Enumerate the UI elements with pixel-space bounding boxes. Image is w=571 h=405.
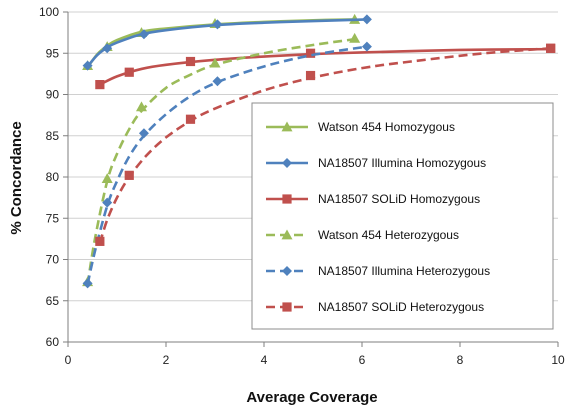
series-line — [86, 18, 367, 68]
legend-item-1: Watson 454 Homozygous — [266, 120, 455, 134]
legend-label: NA18507 SOLiD Homozygous — [318, 192, 480, 206]
series-line — [98, 47, 551, 244]
data-point — [361, 41, 372, 52]
data-point — [124, 170, 134, 180]
legend-item-2: NA18507 Illumina Homozygous — [266, 156, 486, 170]
legend-swatch-marker — [281, 121, 293, 132]
data-point — [95, 236, 105, 246]
data-point — [212, 76, 223, 87]
data-point — [349, 32, 361, 43]
axes — [63, 11, 559, 347]
data-point — [101, 173, 113, 184]
data-point — [136, 101, 147, 112]
legend-label: Watson 454 Heterozygous — [318, 228, 459, 242]
legend-item-4: Watson 454 Heterozygous — [266, 228, 459, 242]
series-2 — [82, 14, 372, 71]
series-line — [99, 47, 551, 86]
legend-label: Watson 454 Homozygous — [318, 120, 455, 134]
plot-area-series — [82, 13, 556, 289]
legend: Watson 454 Homozygous NA18507 Illumina Ho… — [251, 102, 554, 330]
tick-labels: 60 65 70 75 80 85 90 95 100 0 2 4 6 8 10 — [39, 5, 565, 367]
series-line — [86, 45, 368, 285]
x-tick-label: 0 — [65, 353, 72, 367]
legend-swatch-marker — [282, 194, 292, 204]
data-point — [102, 43, 113, 54]
series-4 — [82, 32, 361, 287]
legend-label: NA18507 SOLiD Heterozygous — [318, 300, 484, 314]
data-point — [361, 14, 372, 25]
series-line — [86, 37, 355, 285]
y-tick-label: 80 — [46, 170, 60, 184]
y-tick-label: 85 — [46, 129, 60, 143]
legend-swatch-marker — [282, 302, 292, 312]
data-point — [95, 80, 105, 90]
data-point — [185, 114, 196, 124]
data-point — [82, 60, 93, 71]
legend-swatch-marker — [282, 266, 292, 276]
data-point — [138, 29, 149, 40]
y-tick-label: 75 — [46, 211, 60, 225]
y-tick-label: 70 — [46, 253, 60, 267]
legend-swatch-marker — [281, 229, 293, 240]
y-axis-title: % Concordance — [8, 121, 25, 234]
y-tick-label: 95 — [46, 46, 60, 60]
data-point — [546, 43, 556, 53]
data-point — [305, 70, 316, 81]
data-point — [209, 57, 221, 68]
data-point — [124, 67, 134, 77]
x-axis-title: Average Coverage — [246, 389, 377, 405]
series-3 — [95, 43, 556, 90]
y-tick-label: 90 — [46, 88, 60, 102]
x-tick-label: 4 — [261, 353, 268, 367]
x-tick-label: 10 — [551, 353, 565, 367]
legend-label: NA18507 Illumina Heterozygous — [318, 264, 490, 278]
data-point — [82, 278, 93, 289]
x-tick-label: 8 — [457, 353, 464, 367]
y-tick-label: 65 — [46, 294, 60, 308]
data-point — [305, 48, 316, 58]
series-5 — [82, 41, 372, 289]
y-tick-label: 60 — [46, 335, 60, 349]
legend-swatch-marker — [282, 158, 292, 168]
legend-box — [251, 102, 554, 330]
x-tick-label: 2 — [163, 353, 170, 367]
legend-item-5: NA18507 Illumina Heterozygous — [266, 264, 490, 278]
legend-item-6: NA18507 SOLiD Heterozygous — [266, 300, 484, 314]
series-1 — [82, 13, 361, 71]
legend-label: NA18507 Illumina Homozygous — [318, 156, 486, 170]
y-tick-label: 100 — [39, 5, 59, 19]
x-tick-label: 6 — [359, 353, 366, 367]
data-point — [102, 197, 113, 208]
legend-item-3: NA18507 SOLiD Homozygous — [266, 192, 480, 206]
data-point — [212, 19, 223, 30]
data-point — [185, 56, 196, 67]
data-point — [138, 128, 149, 139]
series-6 — [95, 43, 556, 246]
